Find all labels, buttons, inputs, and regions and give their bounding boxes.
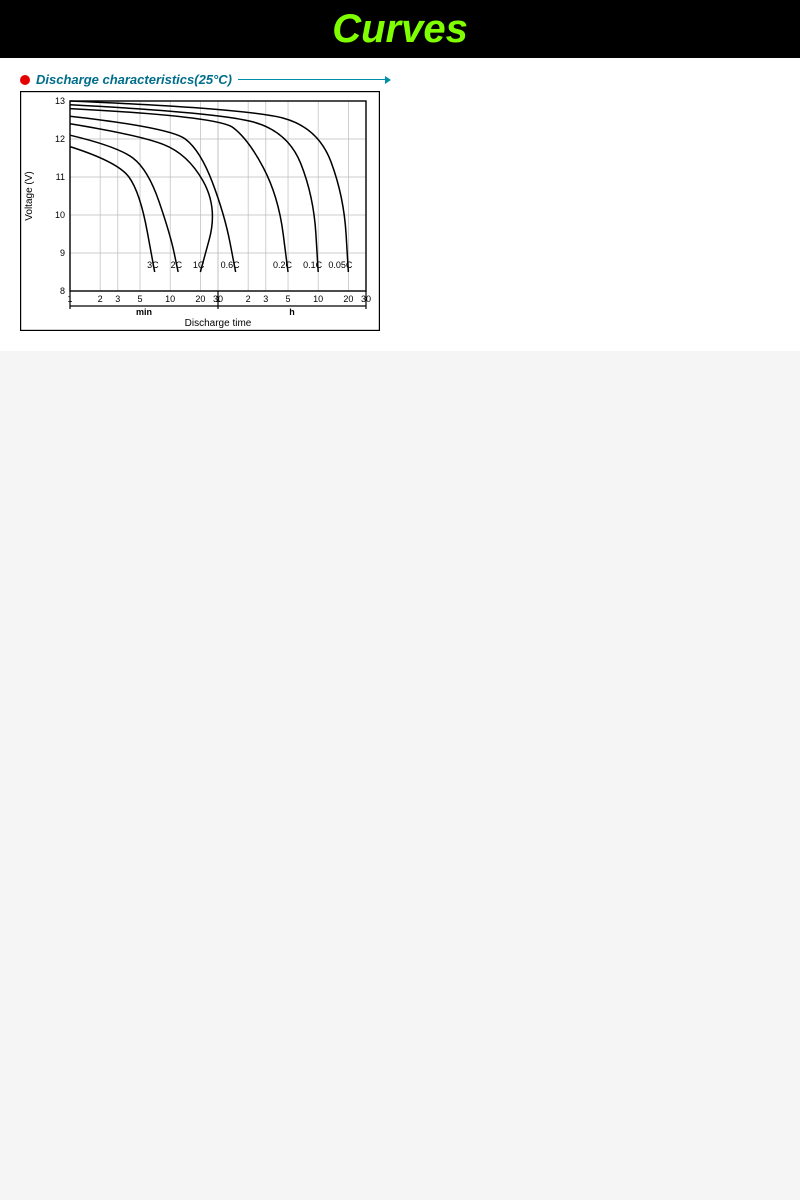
chart-title: Discharge characteristics(25°C) xyxy=(36,72,232,87)
svg-text:0.6C: 0.6C xyxy=(221,260,241,270)
svg-text:2C: 2C xyxy=(171,260,183,270)
chart-cell: Discharge characteristics(25°C) 12 3 5 10 20 3… xyxy=(20,72,390,331)
svg-text:0.05C: 0.05C xyxy=(328,260,353,270)
svg-text:Discharge time: Discharge time xyxy=(185,318,252,329)
svg-text:5: 5 xyxy=(286,294,291,304)
svg-text:10: 10 xyxy=(55,210,65,220)
svg-text:2: 2 xyxy=(246,294,251,304)
banner-title: Curves xyxy=(332,7,468,52)
svg-text:3: 3 xyxy=(263,294,268,304)
chart-title-row: Discharge characteristics(25°C) xyxy=(20,72,390,87)
svg-text:12: 12 xyxy=(55,134,65,144)
chart-discharge: 1235102030123510203089101112133C2C1C0.6C… xyxy=(20,91,380,331)
svg-text:10: 10 xyxy=(313,294,323,304)
svg-text:5: 5 xyxy=(138,294,143,304)
svg-text:9: 9 xyxy=(60,248,65,258)
svg-text:h: h xyxy=(289,307,295,317)
svg-text:2: 2 xyxy=(98,294,103,304)
title-rule xyxy=(238,79,390,80)
charts-grid: Discharge characteristics(25°C) 12 3 5 10 20 3… xyxy=(0,58,800,351)
svg-text:3C: 3C xyxy=(147,260,159,270)
svg-text:3: 3 xyxy=(115,294,120,304)
svg-text:20: 20 xyxy=(343,294,353,304)
page-banner: Curves xyxy=(0,0,800,58)
svg-text:8: 8 xyxy=(60,286,65,296)
svg-text:13: 13 xyxy=(55,96,65,106)
svg-text:20: 20 xyxy=(195,294,205,304)
svg-text:Voltage (V): Voltage (V) xyxy=(24,171,35,220)
svg-text:min: min xyxy=(136,307,152,317)
svg-text:11: 11 xyxy=(56,172,65,182)
svg-text:1C: 1C xyxy=(193,260,205,270)
svg-text:10: 10 xyxy=(165,294,175,304)
svg-text:0.1C: 0.1C xyxy=(303,260,323,270)
svg-text:0.2C: 0.2C xyxy=(273,260,293,270)
bullet-icon xyxy=(20,75,30,85)
